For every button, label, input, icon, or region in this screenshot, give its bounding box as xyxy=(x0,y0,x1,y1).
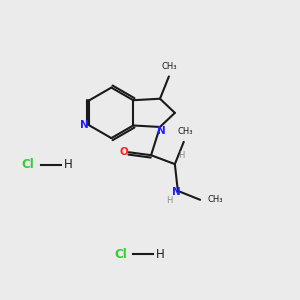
Text: H: H xyxy=(166,196,172,205)
Text: N: N xyxy=(80,121,88,130)
Text: H: H xyxy=(64,158,73,171)
Text: N: N xyxy=(157,125,166,136)
Text: N: N xyxy=(172,188,181,197)
Text: CH₃: CH₃ xyxy=(208,195,223,204)
Text: H: H xyxy=(156,248,165,260)
Text: H: H xyxy=(178,151,184,160)
Text: Cl: Cl xyxy=(22,158,34,171)
Text: Cl: Cl xyxy=(114,248,127,260)
Text: CH₃: CH₃ xyxy=(178,128,193,136)
Text: CH₃: CH₃ xyxy=(161,62,177,71)
Text: O: O xyxy=(119,147,128,157)
